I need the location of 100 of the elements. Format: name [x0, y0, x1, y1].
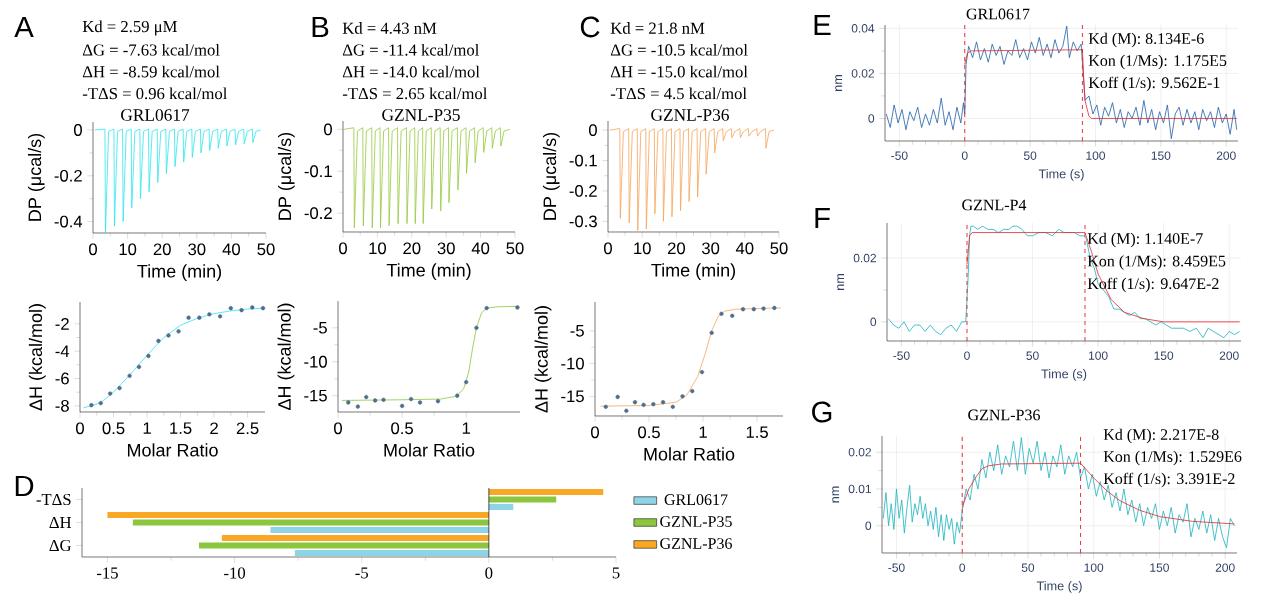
- legend-label: GRL0617: [664, 494, 728, 506]
- x-tick-label: 30: [188, 243, 206, 256]
- x-tick-label: 20: [153, 243, 171, 256]
- chart-title: GRL0617: [121, 109, 190, 121]
- point: [364, 394, 369, 400]
- x-tick-label: 50: [257, 243, 275, 256]
- x-tick-label: 1.5: [746, 426, 768, 439]
- point: [207, 312, 212, 317]
- point: [89, 403, 94, 408]
- line-series: [609, 128, 775, 231]
- point: [399, 403, 405, 409]
- point: [670, 404, 675, 409]
- x-tick-label: 1.5: [170, 422, 192, 435]
- y-tick-label: -5: [570, 325, 584, 337]
- point: [176, 329, 181, 334]
- point: [699, 369, 705, 375]
- y-tick-label: -0.2: [569, 185, 597, 197]
- point: [355, 404, 361, 409]
- x-tick-label: 200: [1215, 563, 1235, 572]
- text: B: [312, 16, 329, 38]
- y-axis-title: ΔH (kcal/mol): [277, 303, 295, 410]
- y-tick-label: -8: [55, 399, 69, 412]
- text: C: [580, 16, 600, 38]
- point: [772, 305, 777, 311]
- x-tick-label: 150: [1154, 351, 1174, 360]
- point: [186, 315, 191, 320]
- x-tick-label: 40: [222, 243, 241, 256]
- x-axis-title: Time (s): [1036, 581, 1082, 593]
- point: [641, 402, 646, 407]
- bar: [488, 496, 557, 503]
- annotation: Kon (1/Ms): 8.459E5: [1087, 255, 1226, 270]
- text: Kd = 21.8 nM: [610, 22, 705, 34]
- bar: [221, 534, 489, 542]
- point: [136, 364, 142, 370]
- legend-label: GZNL-P36: [660, 538, 732, 549]
- x-tick-label: 1: [143, 422, 151, 434]
- point: [761, 306, 766, 311]
- y-tick-label: ΔH: [49, 516, 72, 528]
- bar: [198, 542, 489, 549]
- x-tick-label: 50: [506, 242, 524, 255]
- x-tick-label: 0: [604, 242, 612, 255]
- x-tick-label: 10: [634, 242, 651, 255]
- y-tick-label: 0.01: [848, 484, 872, 494]
- x-tick-label: 0.5: [102, 422, 125, 435]
- point: [239, 308, 244, 313]
- point: [166, 333, 171, 338]
- y-tick-label: 0.02: [853, 253, 876, 263]
- y-tick-label: -TΔS: [36, 493, 71, 506]
- text: E: [814, 14, 831, 36]
- point: [417, 400, 423, 405]
- point: [408, 396, 414, 402]
- y-axis-title: DP (μcal/s): [277, 132, 295, 220]
- point: [197, 315, 202, 320]
- x-tick-label: 0: [334, 422, 342, 435]
- annotation: Kd (M): 1.140E-7: [1087, 232, 1203, 248]
- point: [228, 306, 233, 311]
- x-axis-title: Time (min): [386, 263, 471, 281]
- annotation: Koff (1/s): 3.391E-2: [1103, 472, 1235, 488]
- y-tick-label: -15: [304, 389, 327, 402]
- x-tick-label: 0: [964, 351, 970, 360]
- point: [217, 314, 223, 319]
- y-tick-label: -15: [561, 390, 584, 403]
- y-axis-title: ΔH (kcal/mol): [534, 306, 552, 413]
- x-tick-label: 40: [735, 242, 754, 255]
- point: [515, 305, 520, 310]
- x-tick-label: -50: [888, 563, 905, 572]
- point: [98, 400, 103, 406]
- text: D: [15, 475, 34, 497]
- chart-title: GZNL-P35: [382, 109, 460, 121]
- point: [373, 398, 378, 403]
- x-tick-label: 50: [1023, 151, 1037, 160]
- annotation: Kd (M): 8.134E-6: [1088, 32, 1204, 48]
- x-tick-label: -50: [893, 351, 910, 360]
- y-tick-label: 0.04: [851, 24, 875, 33]
- x-tick-label: 10: [119, 243, 137, 256]
- point: [260, 306, 266, 311]
- chart-title: GZNL-P36: [651, 109, 729, 121]
- x-axis-title: Molar Ratio: [384, 443, 475, 457]
- x-axis-title: Molar Ratio: [644, 447, 735, 461]
- point: [156, 338, 161, 344]
- chart-title: GZNL-P4: [962, 199, 1027, 211]
- point: [146, 353, 151, 359]
- x-tick-label: 2.5: [236, 422, 259, 435]
- point: [680, 394, 685, 399]
- y-tick-label: 0.02: [851, 69, 874, 78]
- annotation: Kon (1/Ms): 1.175E5: [1088, 54, 1227, 70]
- x-tick-label: 30: [437, 242, 455, 255]
- y-tick-label: 0.02: [848, 447, 871, 457]
- text: A: [14, 16, 34, 38]
- x-tick-label: 100: [1089, 351, 1108, 360]
- x-tick-label: 200: [1216, 151, 1236, 160]
- point: [651, 402, 656, 407]
- x-tick-label: 30: [701, 242, 720, 255]
- bar: [488, 503, 514, 511]
- x-tick-label: -5: [355, 567, 368, 579]
- text: G: [812, 401, 832, 423]
- annotation: Koff (1/s): 9.562E-1: [1088, 76, 1220, 92]
- y-tick-label: -2: [55, 318, 69, 330]
- point: [719, 311, 724, 316]
- line-series: [885, 25, 1238, 140]
